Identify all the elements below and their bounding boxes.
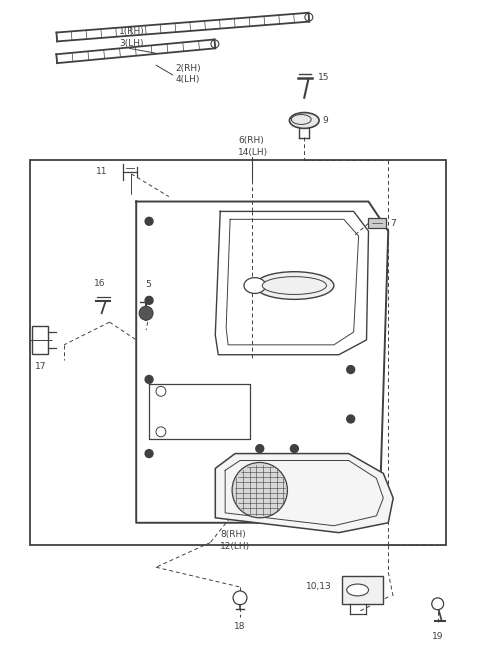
Circle shape	[156, 387, 166, 396]
Text: 1(RH): 1(RH)	[120, 27, 145, 36]
Bar	[342, 576, 384, 604]
Text: 8(RH): 8(RH)	[220, 530, 246, 539]
Text: 11: 11	[96, 167, 107, 176]
Ellipse shape	[262, 276, 326, 294]
Bar	[30, 160, 445, 546]
Circle shape	[145, 375, 153, 383]
Circle shape	[432, 598, 444, 610]
Circle shape	[156, 427, 166, 437]
Text: 16: 16	[94, 278, 106, 288]
Text: 17: 17	[35, 361, 46, 371]
Text: 15: 15	[318, 74, 330, 82]
Polygon shape	[216, 453, 393, 532]
Text: 7: 7	[390, 219, 396, 228]
Circle shape	[232, 463, 288, 518]
Text: 14(LH): 14(LH)	[238, 148, 268, 156]
Circle shape	[256, 445, 264, 453]
Bar	[369, 218, 386, 228]
Circle shape	[233, 591, 247, 605]
Ellipse shape	[289, 113, 319, 129]
Circle shape	[145, 296, 153, 304]
Text: 5: 5	[145, 280, 151, 288]
Circle shape	[211, 40, 219, 48]
Circle shape	[347, 365, 355, 373]
Ellipse shape	[291, 115, 311, 125]
Ellipse shape	[347, 584, 369, 596]
Circle shape	[290, 445, 298, 453]
Ellipse shape	[244, 278, 266, 294]
Text: 4(LH): 4(LH)	[176, 76, 200, 84]
Text: 19: 19	[432, 633, 444, 642]
Text: 6(RH): 6(RH)	[238, 136, 264, 145]
Circle shape	[347, 415, 355, 423]
Text: 12(LH): 12(LH)	[220, 542, 251, 551]
Circle shape	[145, 450, 153, 457]
Ellipse shape	[255, 272, 334, 300]
Text: 9: 9	[322, 116, 328, 125]
Bar	[33, 326, 48, 354]
Text: 10,13: 10,13	[306, 581, 332, 591]
Text: 18: 18	[234, 622, 246, 631]
Text: 3(LH): 3(LH)	[120, 39, 144, 48]
Circle shape	[305, 13, 313, 21]
Text: 2(RH): 2(RH)	[176, 64, 202, 72]
Circle shape	[139, 306, 153, 320]
Circle shape	[145, 217, 153, 225]
